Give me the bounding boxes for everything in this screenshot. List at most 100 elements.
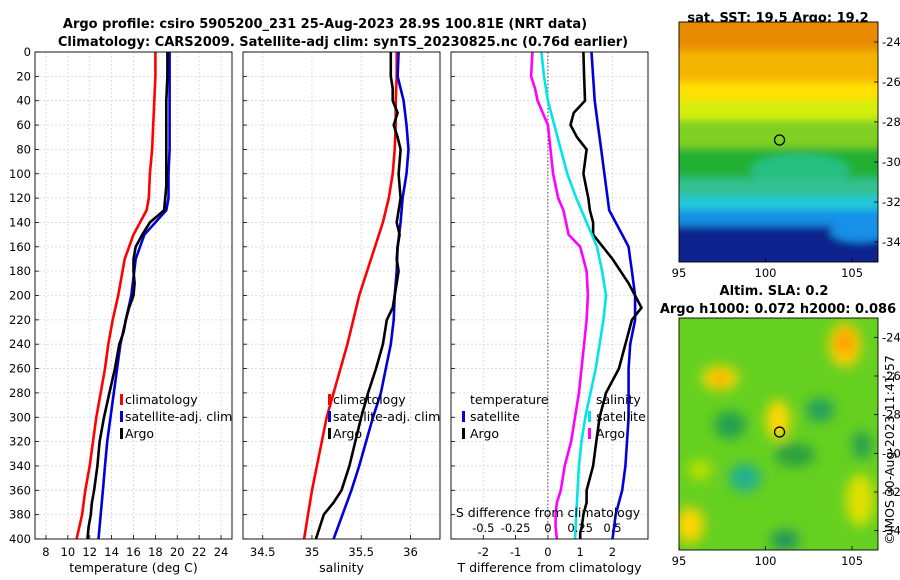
depth-tick-label-240: 240 — [9, 337, 31, 351]
differences-xtick-label-1: 1 — [577, 545, 584, 559]
temperature-legend-swatch-0 — [120, 394, 123, 405]
temperature-legend-swatch-1 — [120, 411, 123, 422]
salinity-xtick-label-36: 36 — [403, 545, 418, 559]
salinity-legend-label-0: climatology — [333, 392, 406, 407]
sla-low-green-5 — [852, 431, 872, 459]
depth-tick-label-260: 260 — [9, 362, 31, 376]
diff-legend-swatch-left-1 — [462, 411, 465, 422]
diff-legend-swatch-right-1 — [588, 411, 591, 422]
sst-band-yellow — [679, 82, 878, 102]
sla-low-green-1 — [775, 443, 815, 467]
differences-xtick-label-2: 2 — [609, 545, 616, 559]
temperature-xtick-label-10: 10 — [61, 545, 76, 559]
temperature-xtick-label-22: 22 — [192, 545, 207, 559]
salinity-difference-tick-0: -0.5 — [472, 521, 494, 535]
sla-lat-tick-label--34: -34 — [882, 524, 900, 538]
depth-tick-label-380: 380 — [9, 508, 31, 522]
sst-map-axes: 95 100 105 -24 -26 -28 -30 -32 -34 — [672, 35, 900, 280]
diff-legend-label-left-1: satellite — [470, 409, 520, 424]
sla-low-cyan-1 — [729, 464, 761, 492]
credit-timestamp: ©IMOS 30-Aug-2023 11:41:57 — [882, 355, 897, 545]
sla-low-green-3 — [806, 398, 834, 422]
sst-band-blue — [679, 210, 878, 228]
salinity-x-axis-label: salinity — [319, 560, 364, 575]
sla-map-title-line1: Altim. SLA: 0.2 — [720, 284, 829, 299]
differences-series-temperature-satellite — [590, 51, 637, 540]
depth-tick-label-140: 140 — [9, 215, 31, 229]
sla-lon-tick-label-100: 100 — [755, 554, 777, 568]
salinity-difference-tick-1: -0.25 — [501, 521, 531, 535]
depth-tick-label-340: 340 — [9, 459, 31, 473]
depth-tick-label-40: 40 — [16, 94, 31, 108]
temperature-legend-label-0: climatology — [125, 392, 198, 407]
sst-argo-location-marker — [773, 134, 786, 146]
sla-lon-tick-label-105: 105 — [841, 554, 863, 568]
figure-title-line1: Argo profile: csiro 5905200_231 25-Aug-2… — [63, 17, 587, 32]
sst-lon-tick-label-95: 95 — [672, 266, 687, 280]
temperature-xtick-label-16: 16 — [126, 545, 141, 559]
differences-xtick-label-0: 0 — [544, 545, 551, 559]
sst-band-yellow-green — [679, 100, 878, 122]
sla-high-orange-2 — [837, 330, 853, 354]
difference-profile-panel: -2 -1 0 1 2T difference from climatology temp… — [450, 51, 649, 575]
salinity-difference-axis-label: S difference from climatology — [456, 505, 641, 520]
sst-band-blue-patch — [830, 222, 878, 242]
sst-band-warm-orange — [679, 22, 878, 50]
diff-legend-swatch-right-2 — [588, 428, 591, 439]
differences-x-axis-label: T difference from climatology — [456, 560, 642, 575]
salinity-legend-swatch-2 — [328, 428, 331, 439]
sst-band-orange — [679, 50, 878, 85]
temperature-series-satellite-adj-clim — [97, 52, 171, 540]
sla-high-orange-1 — [711, 372, 729, 384]
differences-xtick-label--1: -1 — [510, 545, 521, 559]
temperature-xtick-label-14: 14 — [104, 545, 119, 559]
temperature-legend-label-2: Argo — [125, 426, 154, 441]
sst-lat-tick-label--32: -32 — [882, 195, 900, 209]
depth-tick-label-0: 0 — [24, 45, 31, 59]
differences-series-salinity-argo — [529, 51, 590, 540]
differences-frame — [450, 51, 649, 540]
sla-map-title-line2: Argo h1000: 0.072 h2000: 0.086 — [660, 302, 896, 317]
sst-band-light-green — [679, 120, 878, 148]
depth-tick-label-180: 180 — [9, 264, 31, 278]
sst-band-teal — [679, 178, 878, 198]
sla-argo-location-marker — [773, 426, 786, 438]
differences-series-salinity-satellite — [540, 51, 608, 540]
sla-low-green-2 — [714, 411, 746, 439]
depth-tick-label-100: 100 — [9, 167, 31, 181]
sst-band-cyan — [679, 196, 878, 212]
diff-legend-label-right-2: Argo — [596, 426, 625, 441]
sla-lat-tick-label--30: -30 — [882, 446, 900, 460]
salinity-legend-swatch-1 — [328, 411, 331, 422]
sst-lat-tick-label--26: -26 — [882, 75, 900, 89]
sst-lat-tick-label--30: -30 — [882, 155, 900, 169]
salinity-profile-panel: 34.5 35 35.5 36 salinity climatology satellite… — [242, 51, 441, 575]
diff-legend-label-left-2: Argo — [470, 426, 499, 441]
sla-low-green-4 — [771, 530, 799, 550]
sla-lat-tick-label--24: -24 — [882, 330, 900, 344]
depth-tick-label-60: 60 — [16, 118, 31, 132]
sla-map-axes: 95 100 105 -24 -26 -28 -30 -32 -34 — [672, 330, 900, 568]
depth-tick-label-80: 80 — [16, 142, 31, 156]
sst-map — [679, 22, 878, 262]
diff-legend-swatch-left-2 — [462, 428, 465, 439]
temperature-legend-swatch-2 — [120, 428, 123, 439]
temperature-series-argo — [86, 52, 169, 540]
figure-title-line2: Climatology: CARS2009. Satellite-adj cli… — [58, 35, 628, 50]
salinity-xtick-label-35: 35 — [305, 545, 320, 559]
sst-lat-tick-label--24: -24 — [882, 35, 900, 49]
temperature-xtick-label-18: 18 — [148, 545, 163, 559]
depth-tick-label-360: 360 — [9, 483, 31, 497]
temperature-xtick-label-12: 12 — [82, 545, 97, 559]
sla-lat-tick-label--28: -28 — [882, 408, 900, 422]
diff-legend-label-left-0: temperature — [470, 392, 549, 407]
sst-lat-tick-label--28: -28 — [882, 115, 900, 129]
depth-tick-label-400: 400 — [9, 532, 31, 546]
temperature-xtick-label-24: 24 — [214, 545, 229, 559]
depth-tick-label-160: 160 — [9, 240, 31, 254]
diff-legend-label-right-0: salinity — [596, 392, 641, 407]
sst-lon-tick-label-105: 105 — [841, 266, 863, 280]
temperature-profile-panel: 0 20 40 60 80 100 120 140 160 180 200 220 240 260 280 3… — [9, 45, 233, 575]
depth-tick-label-300: 300 — [9, 410, 31, 424]
sst-map-frame — [678, 21, 879, 263]
